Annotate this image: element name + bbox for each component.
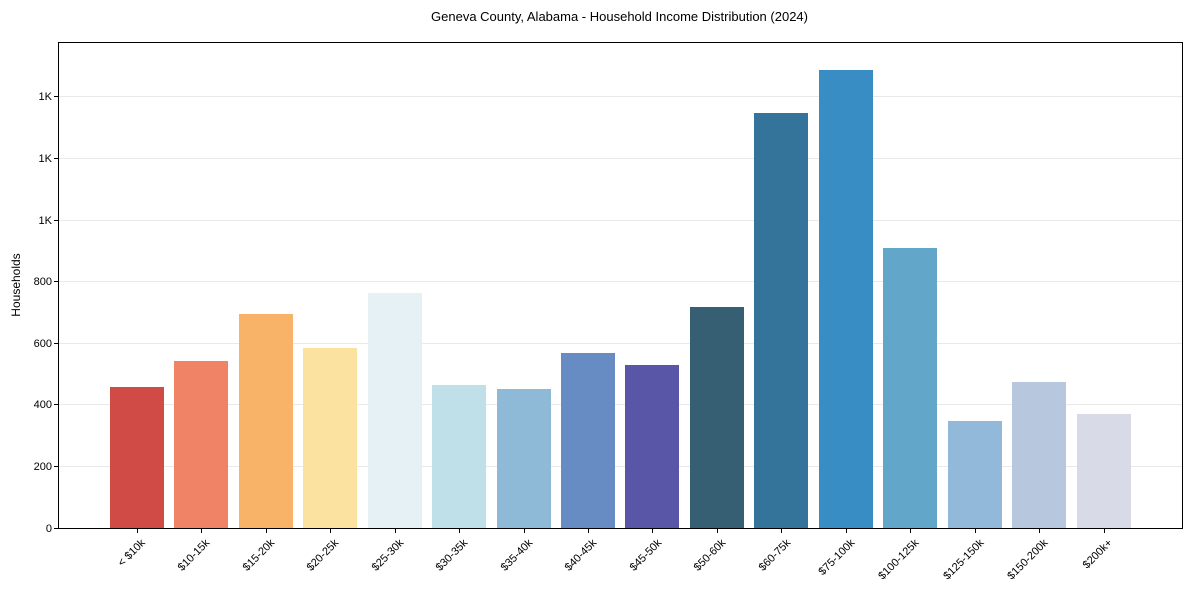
gridline [59, 96, 1182, 98]
bar-45-50k [625, 364, 680, 528]
bar-200k [1076, 413, 1131, 528]
y-tick-mark [54, 465, 58, 467]
x-tick-label: $50-60k [691, 537, 729, 574]
gridline [59, 465, 1182, 467]
bar-35-40k [496, 389, 551, 528]
x-tick-mark [330, 529, 332, 533]
y-axis-label: Households [9, 253, 23, 317]
bar-150-200k [1012, 382, 1067, 528]
y-tick-mark [54, 527, 58, 529]
bar-60-75k [754, 112, 809, 528]
x-tick-mark [974, 529, 976, 533]
gridline [59, 342, 1182, 344]
x-tick-mark [201, 529, 203, 533]
y-tick-label: 1K [38, 91, 52, 104]
y-tick-label: 600 [33, 337, 52, 350]
bar-50-60k [689, 307, 744, 528]
y-tick-mark [54, 96, 58, 98]
x-tick-label: $60-75k [756, 537, 793, 574]
y-tick-label: 200 [33, 460, 52, 473]
bar-125-150k [947, 421, 1002, 528]
x-tick-mark [652, 529, 654, 533]
x-tick-label: $35-40k [498, 537, 535, 574]
y-tick-label: 1K [38, 214, 52, 227]
plot-area: 0 200 400 600 800 1K 1K 1K < $10k $10-15k $15-20k $… [34, 42, 1183, 582]
chart-title: Geneva County, Alabama - Household Incom… [431, 9, 808, 24]
y-tick-label: 1K [38, 152, 52, 165]
y-tick-label: 0 [45, 522, 52, 535]
gridline [59, 404, 1182, 406]
x-tick-mark [136, 529, 138, 533]
bar-100-125k [883, 248, 938, 528]
bar-15-20k [238, 314, 293, 528]
x-tick-label: $30-35k [433, 537, 471, 574]
gridline [59, 157, 1182, 159]
x-tick-mark [716, 529, 718, 533]
x-tick-label: $200k+ [1080, 537, 1116, 572]
x-tick-mark [587, 529, 589, 533]
x-tick-label: $25-30k [369, 537, 407, 574]
x-tick-label: $125-150k [940, 537, 987, 583]
x-tick-label: $40-45k [562, 537, 600, 574]
y-tick-label: 400 [33, 399, 52, 412]
y-tick-mark [54, 404, 58, 406]
bar-40-45k [560, 353, 615, 528]
x-tick-label: $150-200k [1005, 537, 1051, 583]
bar-10k [109, 386, 164, 528]
x-tick-label: $15-20k [240, 537, 278, 574]
gridline [59, 281, 1182, 283]
y-tick-mark [54, 281, 58, 283]
x-tick-mark [1039, 529, 1041, 533]
x-tick-mark [459, 529, 461, 533]
y-tick-mark [54, 219, 58, 221]
x-tick-label: $10-15k [176, 537, 213, 574]
gridline [59, 219, 1182, 221]
bar-20-25k [303, 347, 358, 528]
x-tick-label: $75-100k [816, 537, 858, 578]
x-tick-mark [845, 529, 847, 533]
x-tick-label: $100-125k [876, 537, 922, 583]
x-tick-mark [781, 529, 783, 533]
y-tick-mark [54, 157, 58, 159]
bar-30-35k [432, 384, 487, 528]
x-tick-mark [265, 529, 267, 533]
bar-25-30k [367, 293, 422, 528]
bar-75-100k [818, 70, 873, 528]
x-tick-mark [394, 529, 396, 533]
x-tick-mark [910, 529, 912, 533]
x-tick-label: $45-50k [627, 537, 664, 574]
x-tick-label: < $10k [116, 537, 149, 570]
y-tick-mark [54, 342, 58, 344]
bar-10-15k [174, 361, 229, 528]
y-tick-label: 800 [33, 276, 52, 289]
x-tick-mark [1103, 529, 1105, 533]
x-tick-mark [523, 529, 525, 533]
x-tick-label: $20-25k [305, 537, 342, 574]
